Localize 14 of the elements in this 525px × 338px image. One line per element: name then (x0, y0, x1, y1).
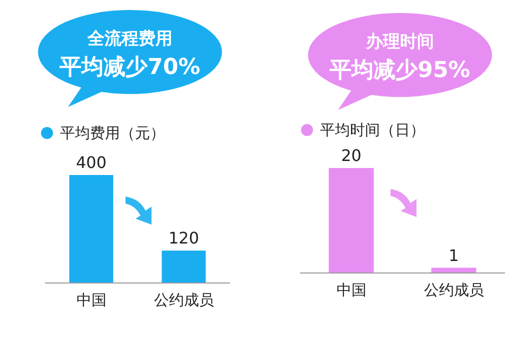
legend-label: 平均费用（元） (60, 124, 165, 142)
legend-label: 平均时间（日） (320, 121, 425, 139)
chart-subtitle: 平均减少95% (328, 58, 470, 83)
chart-title: 全流程费用 (86, 29, 172, 49)
chart-subtitle: 平均减少70% (58, 55, 200, 80)
x-tick-label: 公约成员 (154, 291, 214, 309)
x-tick-label: 公约成员 (424, 281, 484, 299)
data-label: 120 (168, 228, 200, 248)
x-tick-label: 中国 (76, 291, 106, 309)
data-label: 400 (76, 153, 107, 172)
chart-title: 办理时间 (365, 32, 434, 52)
x-tick-label: 中国 (336, 281, 366, 299)
data-label: 20 (341, 146, 362, 165)
data-label: 1 (448, 246, 459, 265)
